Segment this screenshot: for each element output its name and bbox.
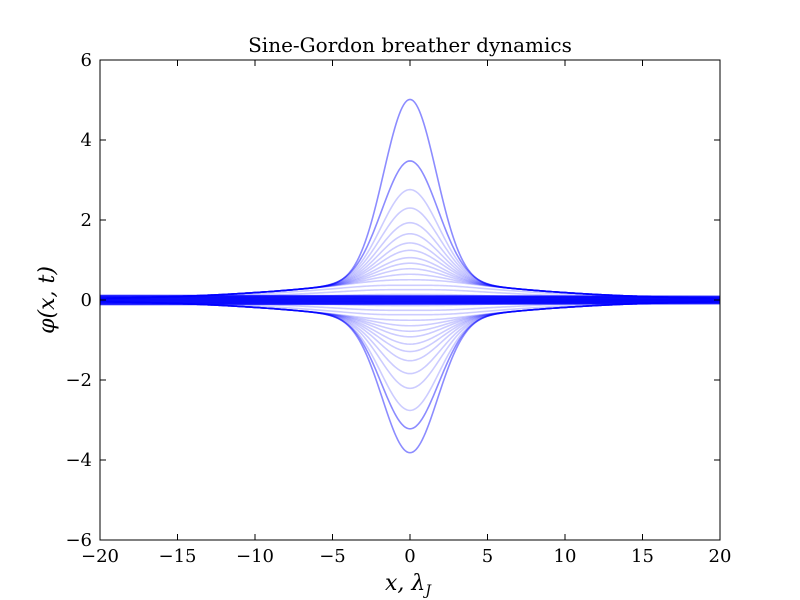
breather-snapshot-line [99, 302, 721, 306]
y-tick-label: 6 [81, 50, 92, 71]
breather-snapshot-line [99, 296, 721, 299]
breather-snapshot-line [99, 300, 721, 412]
breather-snapshot-line [99, 302, 721, 306]
breather-snapshot-line [99, 294, 721, 297]
y-tick-label: 4 [81, 130, 92, 151]
y-tick-label: 2 [81, 210, 92, 231]
y-tick-label: 0 [81, 290, 92, 311]
breather-snapshot-line [99, 300, 721, 338]
y-tick-label: −2 [65, 370, 92, 391]
x-tick-label: −5 [319, 546, 346, 567]
breather-snapshot-line [99, 300, 721, 345]
x-tick-label: 20 [709, 546, 732, 567]
x-tick-label: 5 [482, 546, 493, 567]
breather-snapshot-line [100, 299, 720, 307]
y-axis-label: φ(x, t) [35, 266, 60, 334]
breather-snapshot-line [99, 284, 721, 300]
x-tick-label: 0 [404, 546, 415, 567]
y-tick-label: −6 [65, 530, 92, 551]
breather-snapshot-line [99, 188, 721, 300]
breather-snapshot-line [99, 300, 721, 333]
breather-snapshot-line [99, 300, 721, 430]
breather-snapshot-line [99, 288, 721, 300]
chart-title: Sine-Gordon breather dynamics [248, 33, 572, 57]
breather-snapshot-line [99, 303, 721, 306]
breather-snapshot-line [99, 98, 721, 300]
breather-snapshot-line [99, 302, 721, 305]
x-axis-label: x, λJ [385, 571, 432, 599]
breather-snapshot-line [99, 301, 721, 304]
breather-snapshot-line [99, 296, 721, 299]
breather-snapshot-line [99, 300, 721, 454]
breather-snapshot-line [99, 278, 721, 300]
x-tick-label: −10 [236, 546, 274, 567]
x-tick-label: −15 [159, 546, 197, 567]
breather-snapshot-line [100, 299, 720, 303]
breather-snapshot-line [99, 249, 721, 300]
breather-snapshot-line [99, 262, 721, 300]
breather-snapshot-line [99, 232, 721, 300]
x-axis-ticks: −20 −15 −10 −5 0 5 10 15 20 [81, 60, 731, 567]
x-tick-label: −20 [81, 546, 119, 567]
breather-snapshot-line [99, 295, 721, 298]
breather-snapshot-line [99, 273, 721, 300]
breather-snapshot-line [99, 300, 721, 316]
breather-snapshot-line [99, 300, 721, 322]
breather-snapshot-line [99, 301, 721, 305]
breather-snapshot-line [99, 295, 721, 298]
x-tick-label: 15 [631, 546, 654, 567]
breather-curves [99, 98, 721, 454]
breather-snapshot-line [100, 297, 720, 301]
breather-snapshot-line [99, 300, 721, 353]
breather-snapshot-line [99, 221, 721, 300]
breather-snapshot-line [99, 267, 721, 300]
x-tick-label: 10 [554, 546, 577, 567]
breather-snapshot-line [99, 302, 721, 305]
breather-snapshot-line [99, 295, 721, 299]
breather-snapshot-line [99, 207, 721, 300]
breather-snapshot-line [99, 294, 721, 298]
plot-area [99, 98, 721, 454]
breather-snapshot-line [99, 294, 721, 298]
breather-snapshot-line [99, 295, 721, 298]
breather-snapshot-line [99, 242, 721, 300]
breather-snapshot-line [99, 296, 721, 299]
breather-snapshot-line [99, 300, 721, 327]
breather-snapshot-line [100, 293, 720, 301]
breather-snapshot-line [99, 300, 721, 375]
breather-snapshot-line [99, 256, 721, 300]
breather-snapshot-line [99, 300, 721, 362]
breather-snapshot-line [99, 160, 721, 300]
breather-snapshot-line [99, 300, 721, 390]
y-tick-label: −4 [65, 450, 92, 471]
breather-snapshot-line [99, 300, 721, 312]
breather-snapshot-line [99, 301, 721, 304]
breather-snapshot-line [99, 301, 721, 304]
breather-snapshot-line [99, 302, 721, 305]
y-axis-ticks: −6 −4 −2 0 2 4 6 [65, 50, 720, 551]
